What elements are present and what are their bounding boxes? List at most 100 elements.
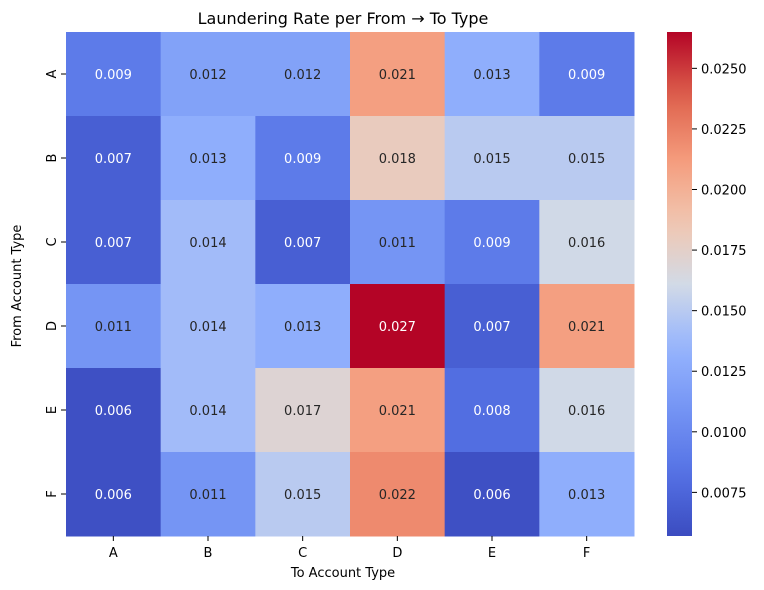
chart-title: Laundering Rate per From → To Type: [198, 9, 489, 28]
x-tick-label: F: [583, 546, 590, 561]
cell-value-label: 0.021: [568, 320, 605, 335]
cell-value-label: 0.015: [568, 152, 605, 167]
cell-value-label: 0.011: [95, 320, 132, 335]
heatmap-cell: [160, 32, 256, 117]
heatmap-cell: [539, 116, 635, 201]
cell-value-label: 0.014: [189, 236, 226, 251]
heatmap-cell: [444, 116, 540, 201]
heatmap-cell: [350, 368, 446, 453]
heatmap-cell: [444, 284, 540, 369]
cell-value-label: 0.015: [473, 152, 510, 167]
cell-value-label: 0.027: [379, 320, 416, 335]
cell-value-label: 0.007: [473, 320, 510, 335]
heatmap-cell: [350, 284, 446, 369]
cell-value-label: 0.021: [379, 404, 416, 419]
cell-value-label: 0.008: [473, 404, 510, 419]
x-tick-label: A: [109, 546, 118, 561]
cell-value-label: 0.016: [568, 236, 605, 251]
colorbar-tick-label: 0.0250: [701, 62, 747, 77]
cell-value-label: 0.006: [95, 488, 132, 503]
heatmap-cell: [160, 200, 256, 285]
y-tick-label: E: [45, 406, 60, 414]
cell-value-label: 0.013: [568, 488, 605, 503]
heatmap-cell: [539, 452, 635, 537]
heatmap-cell: [444, 452, 540, 537]
y-tick-label: A: [45, 69, 60, 78]
y-axis-label: From Account Type: [10, 225, 25, 348]
x-axis-label: To Account Type: [290, 566, 395, 581]
colorbar: 0.0075 0.0100 0.0125 0.0150 0.0175 0.0200 0.02…: [667, 32, 747, 536]
colorbar-tick-label: 0.0075: [701, 486, 747, 501]
cell-value-label: 0.011: [379, 236, 416, 251]
heatmap-cell: [160, 284, 256, 369]
x-tick-label: E: [488, 546, 496, 561]
y-tick-label: D: [45, 321, 60, 331]
heatmap-cell: [539, 368, 635, 453]
heatmap-cell: [160, 368, 256, 453]
cell-value-label: 0.009: [473, 236, 510, 251]
heatmap-cell: [160, 452, 256, 537]
cell-value-label: 0.012: [284, 68, 321, 83]
colorbar-tick-label: 0.0100: [701, 426, 747, 441]
heatmap-cell: [350, 32, 446, 117]
heatmap-cell: [66, 200, 162, 285]
cell-value-label: 0.009: [284, 152, 321, 167]
colorbar-tick-label: 0.0175: [701, 244, 747, 259]
y-tick-label: B: [45, 154, 60, 163]
cell-value-label: 0.014: [189, 320, 226, 335]
heatmap-cell: [255, 32, 351, 117]
colorbar-gradient: [667, 32, 692, 536]
x-tick-label: B: [204, 546, 213, 561]
heatmap-cell: [66, 452, 162, 537]
heatmap-cell: [350, 452, 446, 537]
colorbar-tick-label: 0.0200: [701, 184, 747, 199]
cell-value-label: 0.017: [284, 404, 321, 419]
heatmap-cell: [350, 200, 446, 285]
y-tick-label: C: [45, 237, 60, 246]
cell-value-label: 0.006: [95, 404, 132, 419]
cell-value-label: 0.014: [189, 404, 226, 419]
x-tick-label: C: [298, 546, 307, 561]
heatmap-cell: [255, 452, 351, 537]
x-tick-label: D: [392, 546, 402, 561]
heatmap-cell: [255, 368, 351, 453]
colorbar-tick-label: 0.0125: [701, 365, 747, 380]
heatmap-cell: [444, 32, 540, 117]
heatmap-cell: [66, 284, 162, 369]
cell-value-label: 0.011: [189, 488, 226, 503]
colorbar-tick-label: 0.0150: [701, 305, 747, 320]
x-axis-ticks: A B C D E F: [109, 536, 590, 561]
cell-value-label: 0.006: [473, 488, 510, 503]
cell-value-label: 0.013: [284, 320, 321, 335]
heatmap-cell: [539, 284, 635, 369]
cell-value-label: 0.009: [95, 68, 132, 83]
heatmap-cell: [539, 32, 635, 117]
heatmap-cell: [66, 116, 162, 201]
heatmap-cell: [539, 200, 635, 285]
heatmap-cell: [255, 284, 351, 369]
heatmap-cell: [444, 368, 540, 453]
heatmap-cell: [66, 368, 162, 453]
y-tick-label: F: [45, 490, 60, 497]
cell-value-label: 0.007: [95, 236, 132, 251]
heatmap-cell: [350, 116, 446, 201]
cell-value-label: 0.015: [284, 488, 321, 503]
heatmap-cell: [255, 116, 351, 201]
cell-value-label: 0.012: [189, 68, 226, 83]
cell-value-label: 0.007: [284, 236, 321, 251]
cell-value-label: 0.013: [189, 152, 226, 167]
cell-value-label: 0.016: [568, 404, 605, 419]
heatmap-cell: [66, 32, 162, 117]
cell-value-label: 0.007: [95, 152, 132, 167]
colorbar-tick-label: 0.0225: [701, 123, 747, 138]
heatmap-cells: 0.009 0.012 0.012 0.021 0.013 0.009 0.007 0.013…: [66, 32, 635, 537]
heatmap-cell: [444, 200, 540, 285]
heatmap-cell: [160, 116, 256, 201]
y-axis-ticks: A B C D E F: [45, 69, 66, 498]
heatmap-cell: [255, 200, 351, 285]
cell-value-label: 0.009: [568, 68, 605, 83]
cell-value-label: 0.022: [379, 488, 416, 503]
cell-value-label: 0.018: [379, 152, 416, 167]
cell-value-label: 0.021: [379, 68, 416, 83]
